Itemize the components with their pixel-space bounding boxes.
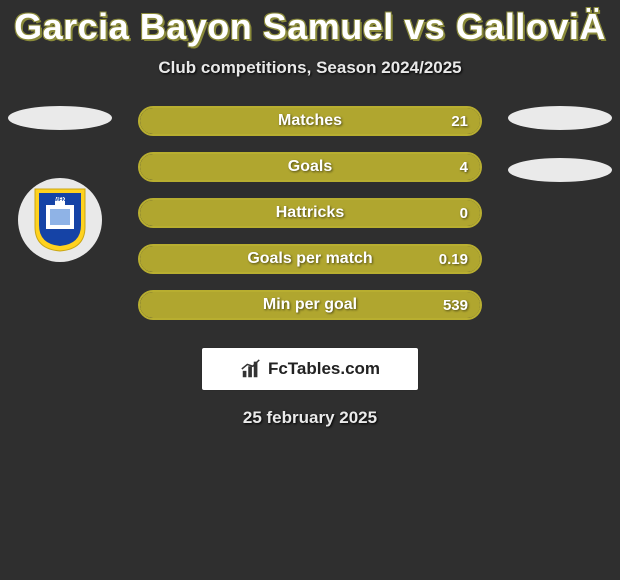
- player-ellipse: [8, 106, 112, 130]
- stat-value-right: 0.19: [439, 251, 468, 268]
- stat-row: Hattricks 0: [138, 198, 482, 228]
- stat-label: Min per goal: [263, 296, 357, 314]
- stat-row: Min per goal 539: [138, 290, 482, 320]
- footer-date: 25 february 2025: [0, 408, 620, 428]
- bar-chart-icon: [240, 358, 262, 380]
- stat-value-right: 0: [460, 205, 468, 222]
- stat-row: Goals per match 0.19: [138, 244, 482, 274]
- player-ellipse: [508, 106, 612, 130]
- stat-label: Goals: [288, 158, 332, 176]
- stat-value-right: 4: [460, 159, 468, 176]
- club-shield-icon: MFK: [33, 187, 87, 253]
- stat-label: Goals per match: [247, 250, 372, 268]
- stat-label: Matches: [278, 112, 342, 130]
- stat-value-right: 21: [451, 113, 468, 130]
- right-player-col: [500, 106, 620, 182]
- svg-text:MFK: MFK: [55, 197, 66, 203]
- brand-box[interactable]: FcTables.com: [202, 348, 418, 390]
- page-subtitle: Club competitions, Season 2024/2025: [0, 58, 620, 78]
- stat-row: Matches 21: [138, 106, 482, 136]
- stats-container: MFK Matches 21 Goals 4 Hattricks 0 Goals per m…: [0, 106, 620, 326]
- stat-label: Hattricks: [276, 204, 344, 222]
- stat-value-right: 539: [443, 297, 468, 314]
- stat-row: Goals 4: [138, 152, 482, 182]
- left-player-col: MFK: [0, 106, 120, 262]
- stat-rows: Matches 21 Goals 4 Hattricks 0 Goals per match…: [138, 106, 482, 320]
- player-ellipse: [508, 158, 612, 182]
- club-badge: MFK: [18, 178, 102, 262]
- page-title: Garcia Bayon Samuel vs GalloviÄ: [0, 0, 620, 48]
- brand-text: FcTables.com: [268, 359, 380, 379]
